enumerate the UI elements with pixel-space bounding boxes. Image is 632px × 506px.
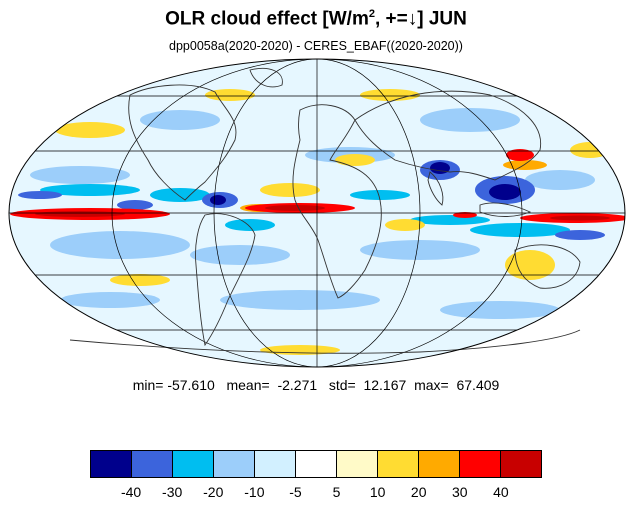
- statistics-line: min= -57.610 mean= -2.271 std= 12.167 ma…: [0, 377, 632, 393]
- legend-tick-label: -40: [120, 484, 142, 500]
- stat-max-label: max=: [414, 377, 449, 393]
- cloud-effect-field: [9, 59, 625, 367]
- legend-tick-label: 5: [332, 484, 341, 500]
- title-superscript: 2: [368, 8, 375, 20]
- legend-tick-label: 20: [410, 484, 427, 500]
- legend-color-box: [296, 451, 337, 477]
- legend-tick-label: 30: [452, 484, 468, 500]
- legend-tick-labels: -40 -30 -20 -10 -5 5 10 20 30 40: [90, 484, 542, 504]
- legend-color-box: [460, 451, 501, 477]
- stat-std-label: std=: [328, 377, 356, 393]
- legend-tick-label: 40: [493, 484, 509, 500]
- stat-mean-label: mean=: [226, 377, 270, 393]
- coastlines: [69, 67, 581, 354]
- legend-color-box: [91, 451, 132, 477]
- map-title: OLR cloud effect [W/m2, +=↓] JUN: [0, 8, 632, 30]
- legend-color-box: [132, 451, 173, 477]
- title-suffix: , +=↓] JUN: [374, 8, 467, 30]
- stat-min-value: -57.610: [167, 377, 215, 393]
- legend-color-box: [378, 451, 419, 477]
- legend-color-box: [419, 451, 460, 477]
- stat-max-value: 67.409: [456, 377, 500, 393]
- title-text: OLR cloud effect [W/m: [165, 8, 369, 30]
- stat-mean-value: -2.271: [277, 377, 318, 393]
- legend-color-box: [255, 451, 296, 477]
- mollweide-map: [8, 58, 626, 368]
- legend-color-box: [214, 451, 255, 477]
- legend-color-box: [173, 451, 214, 477]
- globe-outline: [8, 58, 626, 368]
- legend-tick-label: -20: [203, 484, 224, 500]
- legend-tick-label: -10: [244, 484, 265, 500]
- legend-tick-label: -5: [289, 484, 302, 500]
- legend-tick-label: 10: [369, 484, 386, 500]
- legend-color-box: [337, 451, 378, 477]
- legend-color-box: [501, 451, 541, 477]
- stat-std-value: 12.167: [363, 377, 407, 393]
- legend-tick-label: -30: [162, 484, 183, 500]
- color-legend: [90, 450, 542, 478]
- map-subtitle: dpp0058a(2020-2020) - CERES_EBAF((2020-2…: [169, 39, 463, 53]
- stat-min-label: min=: [132, 377, 164, 393]
